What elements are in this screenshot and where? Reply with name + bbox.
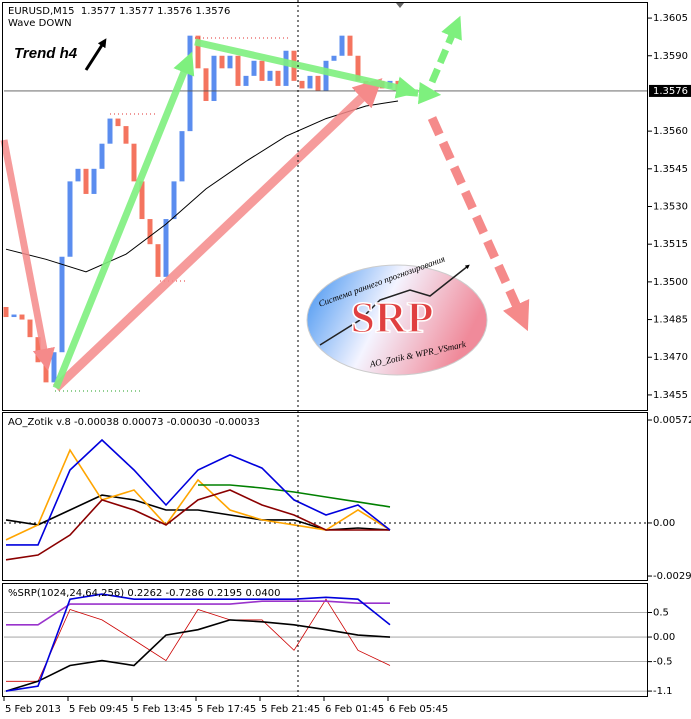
indicator-line: [5, 619, 391, 692]
x-tick-label: 6 Feb 05:45: [389, 704, 448, 715]
candle: [187, 35, 193, 132]
candle: [211, 55, 217, 101]
candle: [203, 68, 209, 101]
candle: [219, 55, 225, 69]
y-tick-label: 1.3470: [653, 352, 688, 363]
y-tick-label: -0.00295: [653, 571, 691, 582]
candle: [11, 314, 17, 318]
y-tick-label: 1.3500: [653, 277, 688, 288]
candle: [19, 314, 25, 320]
indicator-line: [5, 593, 391, 692]
indicator-line: [6, 600, 390, 626]
y-tick-label: 0.00: [653, 518, 675, 529]
candle: [155, 244, 161, 277]
forecast-arrow: [403, 81, 442, 105]
forecast-arrow: [427, 116, 530, 332]
candle: [243, 75, 249, 86]
candle: [299, 80, 305, 89]
candle: [307, 75, 313, 89]
candle: [339, 35, 345, 56]
y-tick-label: 1.3590: [653, 51, 688, 62]
y-tick-label: 1.3515: [653, 239, 688, 250]
candle: [123, 126, 129, 144]
logo-curve: [319, 264, 470, 346]
indicator-line: [6, 598, 391, 682]
y-tick-label: 0.00: [653, 632, 675, 643]
panel-title: AO_Zotik v.8 -0.00038 0.00073 -0.00030 -…: [8, 417, 260, 428]
candle: [59, 256, 65, 353]
forecast-arrow: [428, 15, 462, 84]
indicator-line: [198, 484, 391, 508]
candle: [171, 181, 177, 220]
trend-arrow: [52, 78, 383, 392]
logo-ellipse: [306, 264, 488, 376]
panel-title: %SRP(1024,24,64,256) 0.2262 -0.7286 0.21…: [8, 588, 280, 599]
candle: [347, 35, 353, 56]
candle: [51, 352, 57, 383]
candle: [3, 306, 9, 318]
trend-h4-arrow: [84, 38, 107, 71]
chart-title: EURUSD,M15 1.3577 1.3577 1.3576 1.3576: [8, 6, 230, 17]
x-tick-label: 5 Feb 17:45: [197, 704, 256, 715]
candle: [275, 70, 281, 86]
candle: [331, 55, 337, 61]
candle: [107, 118, 113, 144]
candle: [323, 60, 329, 91]
logo-name: SRP: [350, 293, 433, 342]
y-tick-label: 1.3605: [653, 13, 688, 24]
panel-frame: [2, 412, 648, 581]
candle: [139, 181, 145, 220]
candle: [267, 70, 273, 81]
plot-layer: 1.3605 1.3590 1.3560 1.3545 1.3530 1.3515 1.35…: [3, 13, 691, 715]
trend-arrow: [52, 51, 195, 390]
y-tick-label: 0.00572: [653, 415, 691, 426]
candle: [43, 362, 49, 383]
y-tick-label: -0.5: [653, 657, 673, 668]
x-tick-label: 5 Feb 13:45: [133, 704, 192, 715]
y-tick-label: 0.5: [653, 607, 669, 618]
candle: [235, 55, 241, 86]
y-tick-label: 1.3485: [653, 315, 688, 326]
candle: [83, 168, 89, 194]
trend-arrow: [194, 38, 419, 99]
x-tick-label: 6 Feb 01:45: [325, 704, 384, 715]
last-price-box: [649, 84, 691, 97]
candle: [163, 219, 169, 277]
panel-frame: [2, 583, 648, 697]
y-tick-label: 1.3545: [653, 164, 688, 175]
y-tick-label: -1.1: [653, 686, 673, 697]
candle: [147, 219, 153, 245]
candle: [315, 75, 321, 91]
candle: [67, 181, 73, 257]
annotation: Trend h4: [14, 45, 78, 62]
last-price-label: 1.3576: [653, 86, 688, 97]
x-tick-label: 5 Feb 21:45: [261, 704, 320, 715]
candle: [131, 143, 137, 182]
candle: [99, 143, 105, 169]
y-tick-label: 1.3560: [653, 126, 688, 137]
x-tick-label: 5 Feb 09:45: [69, 704, 128, 715]
candle: [179, 131, 185, 182]
candle: [251, 60, 257, 76]
y-tick-label: 1.3530: [653, 202, 688, 213]
trend-arrow: [0, 139, 55, 372]
candle: [195, 35, 201, 69]
candle: [259, 60, 265, 81]
candle: [27, 319, 33, 338]
indicator-line: [6, 438, 391, 546]
indicator-line: [5, 489, 390, 561]
chart-subtitle: Wave DOWN: [8, 18, 72, 29]
candle: [75, 168, 81, 182]
candle: [115, 118, 121, 127]
scroll-marker: [396, 3, 404, 8]
candle: [227, 55, 233, 69]
panel-frame: [2, 2, 648, 411]
candle: [91, 168, 97, 194]
x-tick-label: 5 Feb 2013: [5, 704, 61, 715]
y-tick-label: 1.3455: [653, 390, 688, 401]
candle: [355, 55, 361, 81]
candle: [283, 50, 289, 86]
